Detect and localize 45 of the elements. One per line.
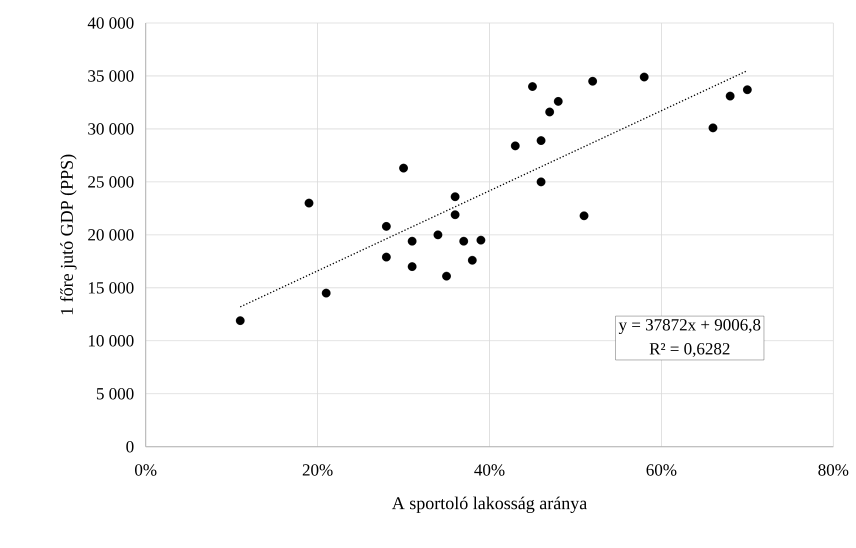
y-axis-title: 1 főre jutó GDP (PPS) — [60, 154, 77, 314]
x-axis-title: A sportoló lakosság aránya — [392, 496, 587, 513]
y-tick-label: 40 000 — [88, 17, 134, 29]
point — [640, 72, 649, 82]
point — [382, 252, 391, 262]
x-tick-label: 20% — [302, 464, 333, 476]
point — [459, 236, 468, 246]
x-tick-label: 80% — [818, 464, 848, 476]
point — [450, 192, 460, 202]
point — [322, 288, 331, 298]
y-tick-label: 20 000 — [88, 229, 134, 241]
point — [468, 256, 477, 265]
point — [399, 164, 408, 173]
point — [510, 141, 520, 150]
point — [450, 210, 460, 220]
point — [726, 92, 735, 100]
point — [545, 108, 554, 116]
point — [536, 177, 546, 186]
point — [408, 262, 417, 272]
point — [382, 222, 391, 231]
x-tick-label: 40% — [474, 464, 504, 476]
point — [442, 272, 451, 281]
point — [742, 85, 752, 94]
point — [476, 236, 486, 245]
y-tick-label: 5 000 — [96, 388, 134, 400]
y-tick-label: 15 000 — [88, 282, 134, 294]
point — [236, 316, 245, 326]
point — [554, 96, 563, 106]
point — [580, 211, 588, 220]
point — [708, 123, 718, 132]
annotation: R² = 0,6282 — [650, 343, 730, 357]
x-tick-label: 60% — [646, 464, 676, 476]
point — [536, 136, 546, 145]
point — [408, 236, 417, 246]
y-tick-label: 0 — [126, 440, 134, 452]
y-tick-label: 10 000 — [88, 335, 134, 347]
y-tick-label: 35 000 — [88, 70, 134, 82]
point — [528, 82, 537, 91]
annotation: y = 37872x + 9006,8 — [618, 319, 760, 334]
x-tick-label: 0% — [135, 464, 156, 476]
point — [304, 198, 314, 208]
point — [588, 76, 598, 86]
y-tick-label: 30 000 — [88, 123, 134, 135]
y-tick-label: 25 000 — [88, 176, 134, 188]
point — [434, 230, 442, 240]
